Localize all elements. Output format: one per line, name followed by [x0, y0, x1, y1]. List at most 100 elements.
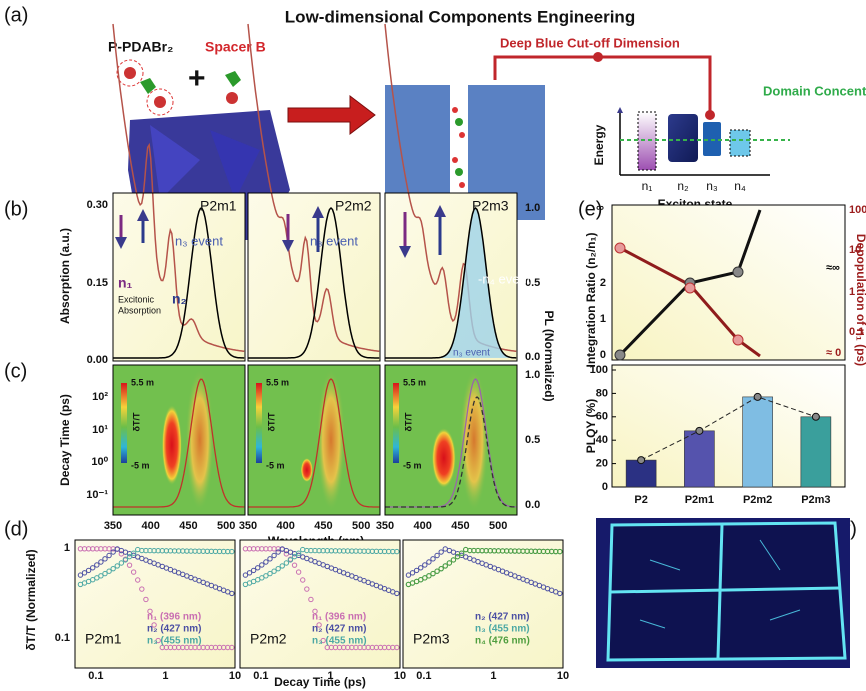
data-point: [300, 577, 306, 583]
data-point: [77, 572, 84, 578]
data-point: [267, 556, 273, 562]
pl-curve: [385, 206, 517, 359]
data-point: [94, 575, 100, 581]
colorbar: [121, 383, 127, 463]
colorbar-label: -5 m: [403, 460, 422, 470]
data-point: [85, 567, 92, 574]
frame: [247, 364, 381, 516]
data-point: [126, 562, 133, 568]
pl-curve: [385, 378, 517, 508]
annotation: ≈ 0: [826, 347, 841, 359]
heatmap-bg: [248, 365, 380, 515]
data-point: [450, 557, 457, 563]
tick-label: 0.5: [525, 434, 540, 446]
frame: [384, 364, 518, 516]
pl-curve: [248, 206, 380, 359]
data-point: [458, 550, 465, 556]
domain-1: Domain Concentration: [763, 83, 866, 98]
data-point: [229, 644, 235, 651]
data-point: [94, 562, 100, 568]
pl-curve: [385, 396, 517, 508]
tick-label: 0.00: [87, 354, 108, 366]
legend-entry: n₃ (455 nm): [312, 636, 367, 647]
signal: [161, 405, 182, 485]
data-point: [242, 572, 249, 578]
pl-label: PL (Normalized): [542, 310, 556, 401]
legend-entry: n₄ (476 nm): [475, 636, 530, 647]
data-point: [295, 550, 302, 556]
data-point: [267, 570, 273, 577]
data-point: [250, 567, 257, 574]
data-point: [271, 552, 277, 559]
annotation: n₃ event: [453, 348, 490, 359]
annotation: n₂: [172, 291, 187, 307]
x-tick-label: 0.1: [88, 670, 103, 682]
x-tick-label: 350: [104, 520, 122, 532]
data-point: [394, 644, 400, 651]
frame: [611, 364, 846, 488]
plot-bg: [240, 540, 400, 668]
x-tick-label: 500: [489, 520, 507, 532]
colorbar: [256, 383, 262, 463]
y2-label: Depopulation of n₁ (ps): [854, 234, 866, 366]
data-point: [405, 572, 412, 578]
x-tick-label: P2m2: [743, 494, 772, 506]
legend-entry: n₁ (396 nm): [312, 612, 366, 623]
annotation: Absorption: [118, 305, 161, 315]
marker: [637, 456, 646, 465]
signal: [316, 370, 345, 510]
state-label: n₁: [642, 179, 653, 193]
colorbar-label: 5.5 m: [266, 377, 289, 387]
data-point: [110, 565, 116, 572]
data-point: [118, 560, 125, 566]
legend-entry: n₂ (427 nm): [475, 612, 529, 623]
x-tick-label: 450: [179, 520, 197, 532]
marker: [695, 426, 704, 435]
tick-label: 0.1: [55, 632, 70, 644]
tick-label: 0.0: [525, 351, 540, 363]
legend-entry: n₁ (396 nm): [147, 612, 201, 623]
x-tick-label: 450: [451, 520, 469, 532]
data-point: [413, 567, 420, 574]
bar: [625, 459, 657, 488]
cutoff: Deep Blue Cut-off Dimension: [500, 35, 680, 50]
data-point: [295, 569, 302, 575]
tick-label: 0.5: [525, 277, 540, 289]
x-tick-label: 0.1: [253, 670, 268, 682]
tick-label: 0: [600, 349, 606, 361]
data-point: [246, 570, 253, 576]
colorbar-label: 5.5 m: [131, 377, 154, 387]
plot-bg: [248, 193, 380, 361]
data-point: [320, 637, 326, 644]
absorption-curve: [112, 23, 245, 353]
data-point: [229, 548, 235, 555]
x-tick-label: 1: [327, 670, 333, 682]
colorbar-label: 5.5 m: [403, 377, 426, 387]
data-point: [312, 608, 318, 615]
frame: [611, 204, 846, 361]
y-label: Decay Time (ps): [58, 394, 72, 486]
panel-label: (b): [4, 198, 28, 220]
data-point: [259, 575, 265, 581]
tick-label: 1: [600, 313, 606, 325]
x-tick-label: 400: [414, 520, 432, 532]
data-point: [155, 637, 161, 644]
legend-entry: n₃ (455 nm): [147, 636, 202, 647]
signal: [185, 370, 214, 510]
data-point: [304, 586, 310, 592]
x-tick-label: 500: [217, 520, 235, 532]
data-point: [422, 575, 428, 581]
x-tick-label: 400: [277, 520, 295, 532]
x-tick-label: 350: [376, 520, 394, 532]
data-point: [102, 556, 108, 562]
annotation: -n₄ event: [478, 271, 531, 286]
tick-label: 1: [64, 542, 70, 554]
frame: [247, 192, 381, 362]
data-point: [135, 577, 141, 583]
signal: [300, 458, 313, 482]
pl-curve: [113, 378, 245, 508]
dot: [705, 110, 715, 120]
x-tick-label: 450: [314, 520, 332, 532]
data-point: [434, 552, 440, 559]
tick-label: 100: [849, 204, 866, 216]
